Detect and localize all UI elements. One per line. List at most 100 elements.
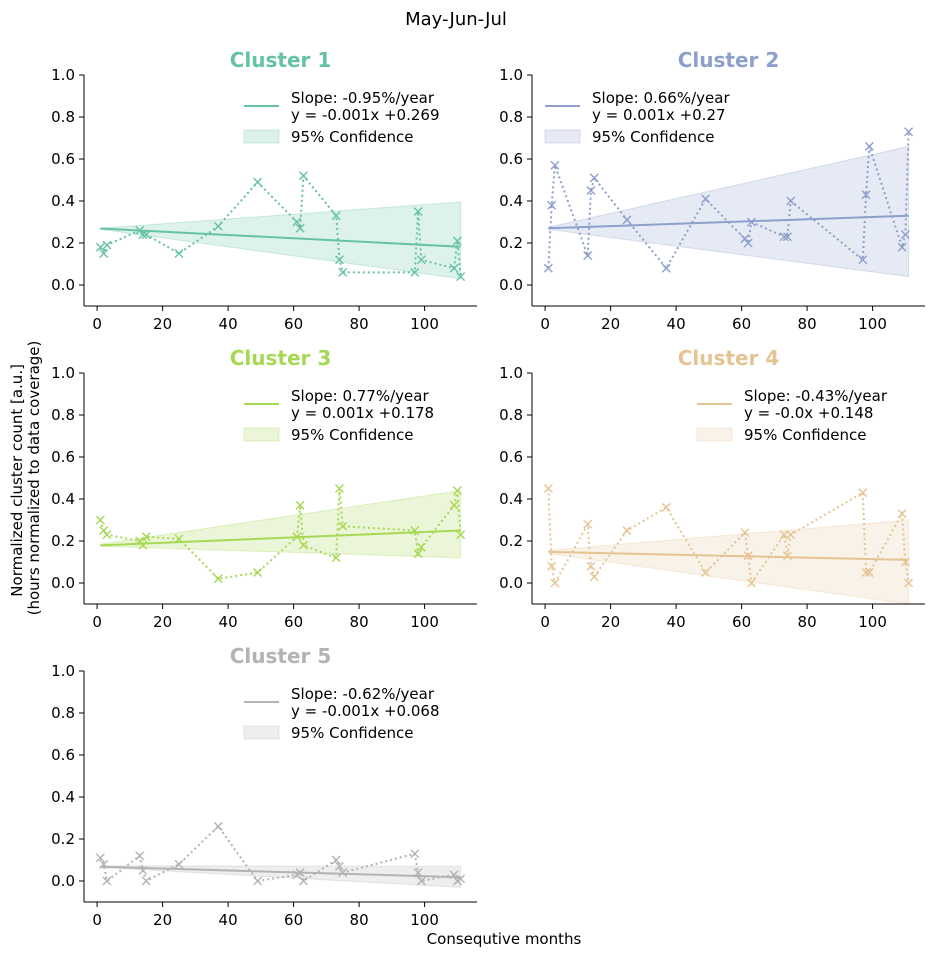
- y-tick-label: 0.0: [51, 574, 75, 592]
- data-point-marker: [410, 526, 420, 535]
- y-tick-label: 0.6: [51, 448, 75, 466]
- data-point-marker: [295, 500, 305, 510]
- data-point-marker: [786, 530, 796, 540]
- legend: Slope: -0.62%/year y = -0.001x +0.068 95%…: [243, 685, 440, 742]
- data-point-marker: [779, 530, 789, 540]
- y-tick-label: 0.0: [51, 872, 75, 890]
- series-dotted-line: [99, 824, 462, 883]
- trend-line: [100, 865, 461, 879]
- legend-equation-label: y = -0.001x +0.068: [291, 702, 440, 720]
- x-tick-label: 100: [410, 911, 439, 929]
- panel-title: Cluster 1: [230, 48, 332, 72]
- y-tick-label: 0.4: [499, 490, 523, 508]
- confidence-band: [547, 145, 910, 278]
- data-point-marker: [456, 874, 466, 884]
- figure-xlabel: Consequtive months: [427, 930, 582, 948]
- y-tick-label: 0.2: [499, 532, 523, 550]
- legend-trend-label: Slope: -0.43%/year: [744, 387, 888, 405]
- data-point-marker: [99, 249, 109, 258]
- y-tick-label: 0.0: [51, 276, 75, 294]
- data-point-marker: [858, 488, 868, 498]
- legend-band-label: 95% Confidence: [291, 426, 413, 444]
- data-point-marker: [213, 821, 223, 831]
- trend-line: [548, 214, 909, 230]
- data-point-marker: [338, 521, 348, 531]
- data-point-marker: [334, 861, 344, 871]
- data-point-marker: [449, 500, 459, 510]
- data-point-marker: [413, 207, 423, 216]
- data-point-marker: [174, 859, 184, 869]
- data-point-marker: [786, 196, 796, 206]
- x-tick-label: 20: [153, 315, 172, 333]
- x-tick-label: 80: [798, 613, 817, 631]
- data-point-marker: [740, 528, 750, 538]
- x-tick-label: 100: [858, 613, 887, 631]
- data-point-marker: [295, 868, 305, 878]
- data-point-marker: [298, 540, 308, 550]
- data-point-marker: [746, 217, 756, 227]
- x-tick-label: 100: [410, 315, 439, 333]
- data-point-marker: [99, 859, 109, 869]
- y-tick-label: 0.6: [499, 150, 523, 168]
- data-point-marker: [138, 866, 148, 875]
- data-point-marker: [174, 534, 184, 544]
- series-dotted-line: [547, 131, 910, 270]
- data-point-marker: [746, 578, 756, 588]
- data-point-marker: [102, 240, 112, 250]
- data-point-marker: [864, 141, 874, 151]
- data-point-marker: [897, 509, 907, 519]
- data-point-marker: [135, 851, 145, 861]
- legend-band-swatch: [696, 427, 733, 442]
- data-point-marker: [102, 530, 112, 540]
- y-tick-label: 1.0: [51, 662, 75, 680]
- y-tick-label: 0.8: [51, 704, 75, 722]
- data-point-marker: [701, 568, 711, 577]
- y-tick-label: 0.8: [499, 108, 523, 126]
- data-point-marker: [410, 267, 420, 277]
- data-point-marker: [413, 549, 423, 559]
- y-tick-label: 1.0: [499, 364, 523, 382]
- x-tick-label: 0: [540, 315, 550, 333]
- legend-band-label: 95% Confidence: [291, 128, 413, 146]
- y-tick-label: 0.2: [51, 234, 75, 252]
- data-point-marker: [338, 267, 348, 277]
- x-tick-label: 60: [284, 613, 303, 631]
- series-dotted-line: [99, 173, 462, 277]
- data-point-marker: [141, 876, 151, 886]
- legend-band-swatch: [243, 427, 280, 442]
- y-tick-label: 0.6: [499, 448, 523, 466]
- x-tick-label: 40: [667, 613, 686, 631]
- x-tick-label: 80: [798, 315, 817, 333]
- x-tick-label: 20: [601, 315, 620, 333]
- x-tick-label: 60: [732, 315, 751, 333]
- data-point-marker: [861, 190, 871, 200]
- legend: Slope: -0.43%/year y = -0.0x +0.148 95% C…: [696, 387, 888, 444]
- data-point-marker: [334, 484, 344, 493]
- data-point-marker: [589, 173, 599, 183]
- data-point-marker: [95, 515, 105, 525]
- x-tick-label: 80: [350, 315, 369, 333]
- data-point-marker: [543, 263, 553, 273]
- y-tick-label: 0.4: [499, 192, 523, 210]
- data-point-marker: [743, 238, 753, 248]
- legend-equation-label: y = -0.001x +0.269: [291, 106, 440, 124]
- data-point-marker: [253, 876, 263, 886]
- panel-title: Cluster 2: [678, 48, 780, 72]
- data-point-marker: [298, 171, 308, 181]
- chart-panels: Cluster 1 0.0 0.2 0.4 0.6 0.8 1.0 0 20 40 60 80 100 S…: [51, 48, 925, 929]
- y-tick-label: 0.2: [499, 234, 523, 252]
- data-point-marker: [583, 251, 593, 261]
- data-point-marker: [292, 532, 302, 542]
- legend-equation-label: y = 0.001x +0.178: [291, 404, 434, 422]
- panel-title: Cluster 4: [678, 346, 780, 370]
- data-point-marker: [416, 255, 426, 265]
- legend: Slope: 0.66%/year y = 0.001x +0.27 95% Co…: [544, 89, 730, 146]
- y-tick-label: 1.0: [51, 66, 75, 84]
- trend-line: [100, 227, 461, 248]
- legend-band-swatch: [544, 129, 581, 144]
- x-tick-label: 40: [219, 613, 238, 631]
- series-dotted-line: [547, 488, 910, 586]
- x-tick-label: 0: [92, 315, 102, 333]
- data-point-marker: [331, 855, 341, 865]
